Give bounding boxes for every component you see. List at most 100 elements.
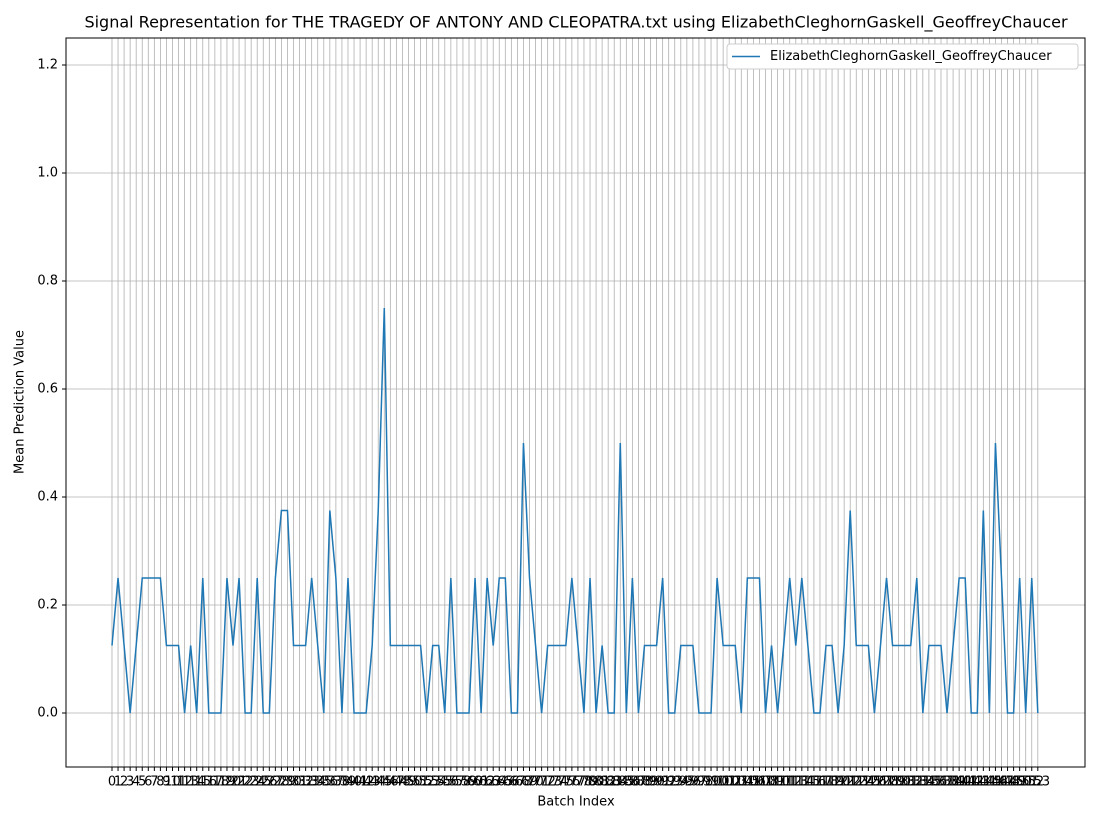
x-tick-label: 6: [144, 775, 152, 790]
x-tick-label: 4: [132, 775, 140, 790]
y-tick-label: 1.0: [37, 166, 58, 181]
x-tick-label: 7: [150, 775, 158, 790]
x-tick-label: 80: [588, 775, 605, 790]
x-tick-label: 103: [723, 775, 748, 790]
x-tick-label: 81: [594, 775, 611, 790]
x-tick-label: 59: [461, 775, 478, 790]
x-tick-label: 53: [424, 775, 441, 790]
x-tick-label: 44: [370, 775, 387, 790]
x-tick-label: 65: [497, 775, 514, 790]
x-tick-label: 71: [533, 775, 550, 790]
x-tick-label: 19: [219, 775, 236, 790]
x-tick-label: 134: [910, 775, 935, 790]
x-tick-label: 23: [243, 775, 260, 790]
x-tick-label: 108: [753, 775, 778, 790]
x-tick-label: 21: [231, 775, 248, 790]
x-tick-label: 42: [358, 775, 375, 790]
x-tick-label: 112: [777, 775, 802, 790]
x-tick-label: 88: [636, 775, 653, 790]
x-tick-label: 123: [844, 775, 869, 790]
x-tick-label: 96: [685, 775, 702, 790]
x-tick-label: 89: [642, 775, 659, 790]
x-tick-label: 78: [576, 775, 593, 790]
x-tick-label: 91: [654, 775, 671, 790]
x-tick-label: 26: [261, 775, 278, 790]
x-tick-label: 28: [273, 775, 290, 790]
x-tick-label: 49: [400, 775, 417, 790]
x-tick-label: 140: [947, 775, 972, 790]
x-tick-label: 120: [826, 775, 851, 790]
x-tick-label: 32: [297, 775, 314, 790]
x-tick-label: 51: [412, 775, 429, 790]
x-tick-label: 14: [188, 775, 205, 790]
x-tick-label: 95: [679, 775, 696, 790]
x-tick-label: 152: [1019, 775, 1044, 790]
x-tick-label: 58: [455, 775, 472, 790]
x-tick-label: 101: [711, 775, 736, 790]
x-tick-label: 34: [309, 775, 326, 790]
x-tick-label: 63: [485, 775, 502, 790]
x-tick-label: 64: [491, 775, 508, 790]
x-tick-label: 69: [521, 775, 538, 790]
x-tick-label: 17: [207, 775, 224, 790]
x-tick-label: 100: [705, 775, 730, 790]
x-tick-label: 31: [291, 775, 308, 790]
x-tick-label: 67: [509, 775, 526, 790]
x-tick-label: 149: [1001, 775, 1026, 790]
x-tick-label: 3: [126, 775, 134, 790]
x-tick-label: 20: [225, 775, 242, 790]
x-tick-label: 45: [376, 775, 393, 790]
x-tick-label: 50: [406, 775, 423, 790]
x-tick-label: 87: [630, 775, 647, 790]
x-tick-label: 33: [303, 775, 320, 790]
x-tick-label: 127: [868, 775, 893, 790]
x-tick-label: 24: [249, 775, 266, 790]
x-tick-label: 113: [783, 775, 808, 790]
x-tick-label: 146: [983, 775, 1008, 790]
x-tick-label: 116: [801, 775, 826, 790]
y-tick-label: 0.8: [37, 274, 58, 289]
x-tick-label: 38: [334, 775, 351, 790]
x-tick-label: 29: [279, 775, 296, 790]
x-tick-label: 68: [515, 775, 532, 790]
x-tick-label: 40: [346, 775, 363, 790]
x-tick-label: 143: [965, 775, 990, 790]
x-tick-label: 114: [789, 775, 814, 790]
x-tick-label: 39: [340, 775, 357, 790]
y-tick-label: 0.4: [37, 490, 58, 505]
x-tick-label: 76: [564, 775, 581, 790]
x-tick-label: 83: [606, 775, 623, 790]
x-tick-label: 10: [164, 775, 181, 790]
x-tick-label: 79: [582, 775, 599, 790]
x-tick-label: 121: [832, 775, 857, 790]
x-tick-label: 57: [449, 775, 466, 790]
x-tick-label: 27: [267, 775, 284, 790]
x-tick-label: 55: [437, 775, 454, 790]
x-tick-label: 128: [874, 775, 899, 790]
x-tick-label: 52: [418, 775, 435, 790]
x-tick-label: 25: [255, 775, 272, 790]
x-tick-label: 144: [971, 775, 996, 790]
x-tick-label: 60: [467, 775, 484, 790]
x-tick-label: 122: [838, 775, 863, 790]
y-tick-label: 1.2: [37, 58, 58, 73]
x-tick-label: 141: [953, 775, 978, 790]
x-tick-label: 36: [322, 775, 339, 790]
x-tick-label: 102: [717, 775, 742, 790]
x-tick-label: 97: [691, 775, 708, 790]
x-tick-label: 126: [862, 775, 887, 790]
x-tick-label: 13: [182, 775, 199, 790]
x-tick-label: 145: [977, 775, 1002, 790]
x-tick-label: 142: [959, 775, 984, 790]
x-tick-label: 47: [388, 775, 405, 790]
x-tick-label: 136: [923, 775, 948, 790]
x-tick-label: 151: [1013, 775, 1038, 790]
x-tick-label: 130: [886, 775, 911, 790]
x-tick-label: 111: [771, 775, 796, 790]
x-tick-label: 48: [394, 775, 411, 790]
x-tick-label: 119: [820, 775, 845, 790]
x-tick-label: 86: [624, 775, 641, 790]
x-tick-label: 5: [138, 775, 146, 790]
x-tick-label: 54: [430, 775, 447, 790]
